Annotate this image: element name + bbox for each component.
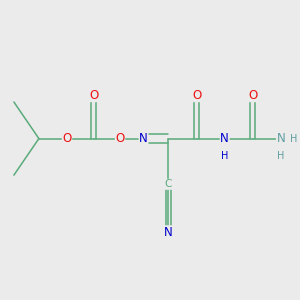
Text: N: N xyxy=(277,132,285,145)
Text: O: O xyxy=(116,132,125,145)
Text: O: O xyxy=(248,88,257,102)
Text: O: O xyxy=(89,88,98,102)
Text: C: C xyxy=(165,179,172,189)
Text: N: N xyxy=(164,226,173,239)
Text: O: O xyxy=(62,132,72,145)
Text: H: H xyxy=(290,134,298,144)
Text: H: H xyxy=(221,151,228,161)
Text: N: N xyxy=(139,132,148,145)
Text: O: O xyxy=(192,88,201,102)
Text: N: N xyxy=(220,132,229,145)
Text: H: H xyxy=(277,151,285,161)
